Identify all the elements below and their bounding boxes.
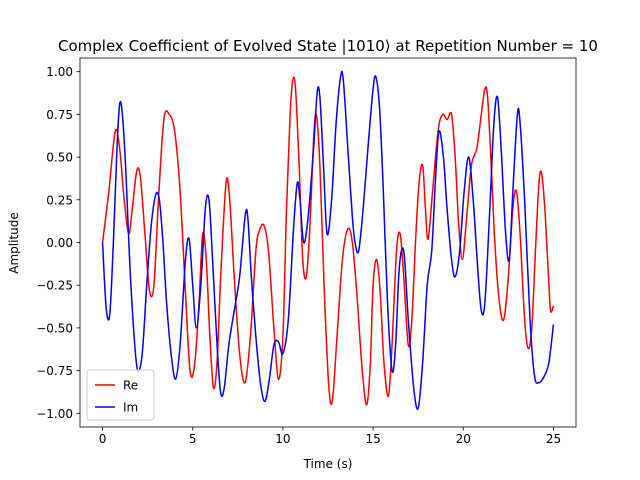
y-tick-label: −0.25 [36, 279, 73, 293]
legend-label-im: Im [123, 401, 138, 415]
y-tick-label: 0.50 [46, 151, 73, 165]
axes: 0 5 10 15 20 25 −1.00 −0.75 −0.50 −0.25 0.00 0.25 0.… [36, 57, 577, 446]
legend-box [86, 369, 155, 421]
series-line-re [101, 76, 555, 406]
y-tick-label: 1.00 [46, 65, 73, 79]
y-tick-label: 0.75 [46, 108, 73, 122]
series-line-im [101, 70, 555, 410]
x-tick-label: 20 [456, 432, 471, 446]
x-axis-label: Time (s) [303, 457, 353, 471]
y-tick-label: 0.00 [46, 236, 73, 250]
y-tick-label: −0.50 [36, 321, 73, 335]
legend-label-re: Re [123, 379, 138, 393]
y-tick-label: 0.25 [46, 193, 73, 207]
legend: Re Im [86, 369, 155, 421]
x-tick-label: 0 [99, 432, 107, 446]
x-tick-label: 10 [275, 432, 290, 446]
y-tick-label: −0.75 [36, 364, 73, 378]
x-tick-label: 5 [189, 432, 197, 446]
y-axis-label: Amplitude [7, 212, 21, 274]
x-tick-label: 25 [546, 432, 561, 446]
chart-title: Complex Coefficient of Evolved State |10… [58, 37, 598, 55]
y-tick-label: −1.00 [36, 407, 73, 421]
plot-area [101, 70, 555, 410]
x-tick-label: 15 [365, 432, 380, 446]
